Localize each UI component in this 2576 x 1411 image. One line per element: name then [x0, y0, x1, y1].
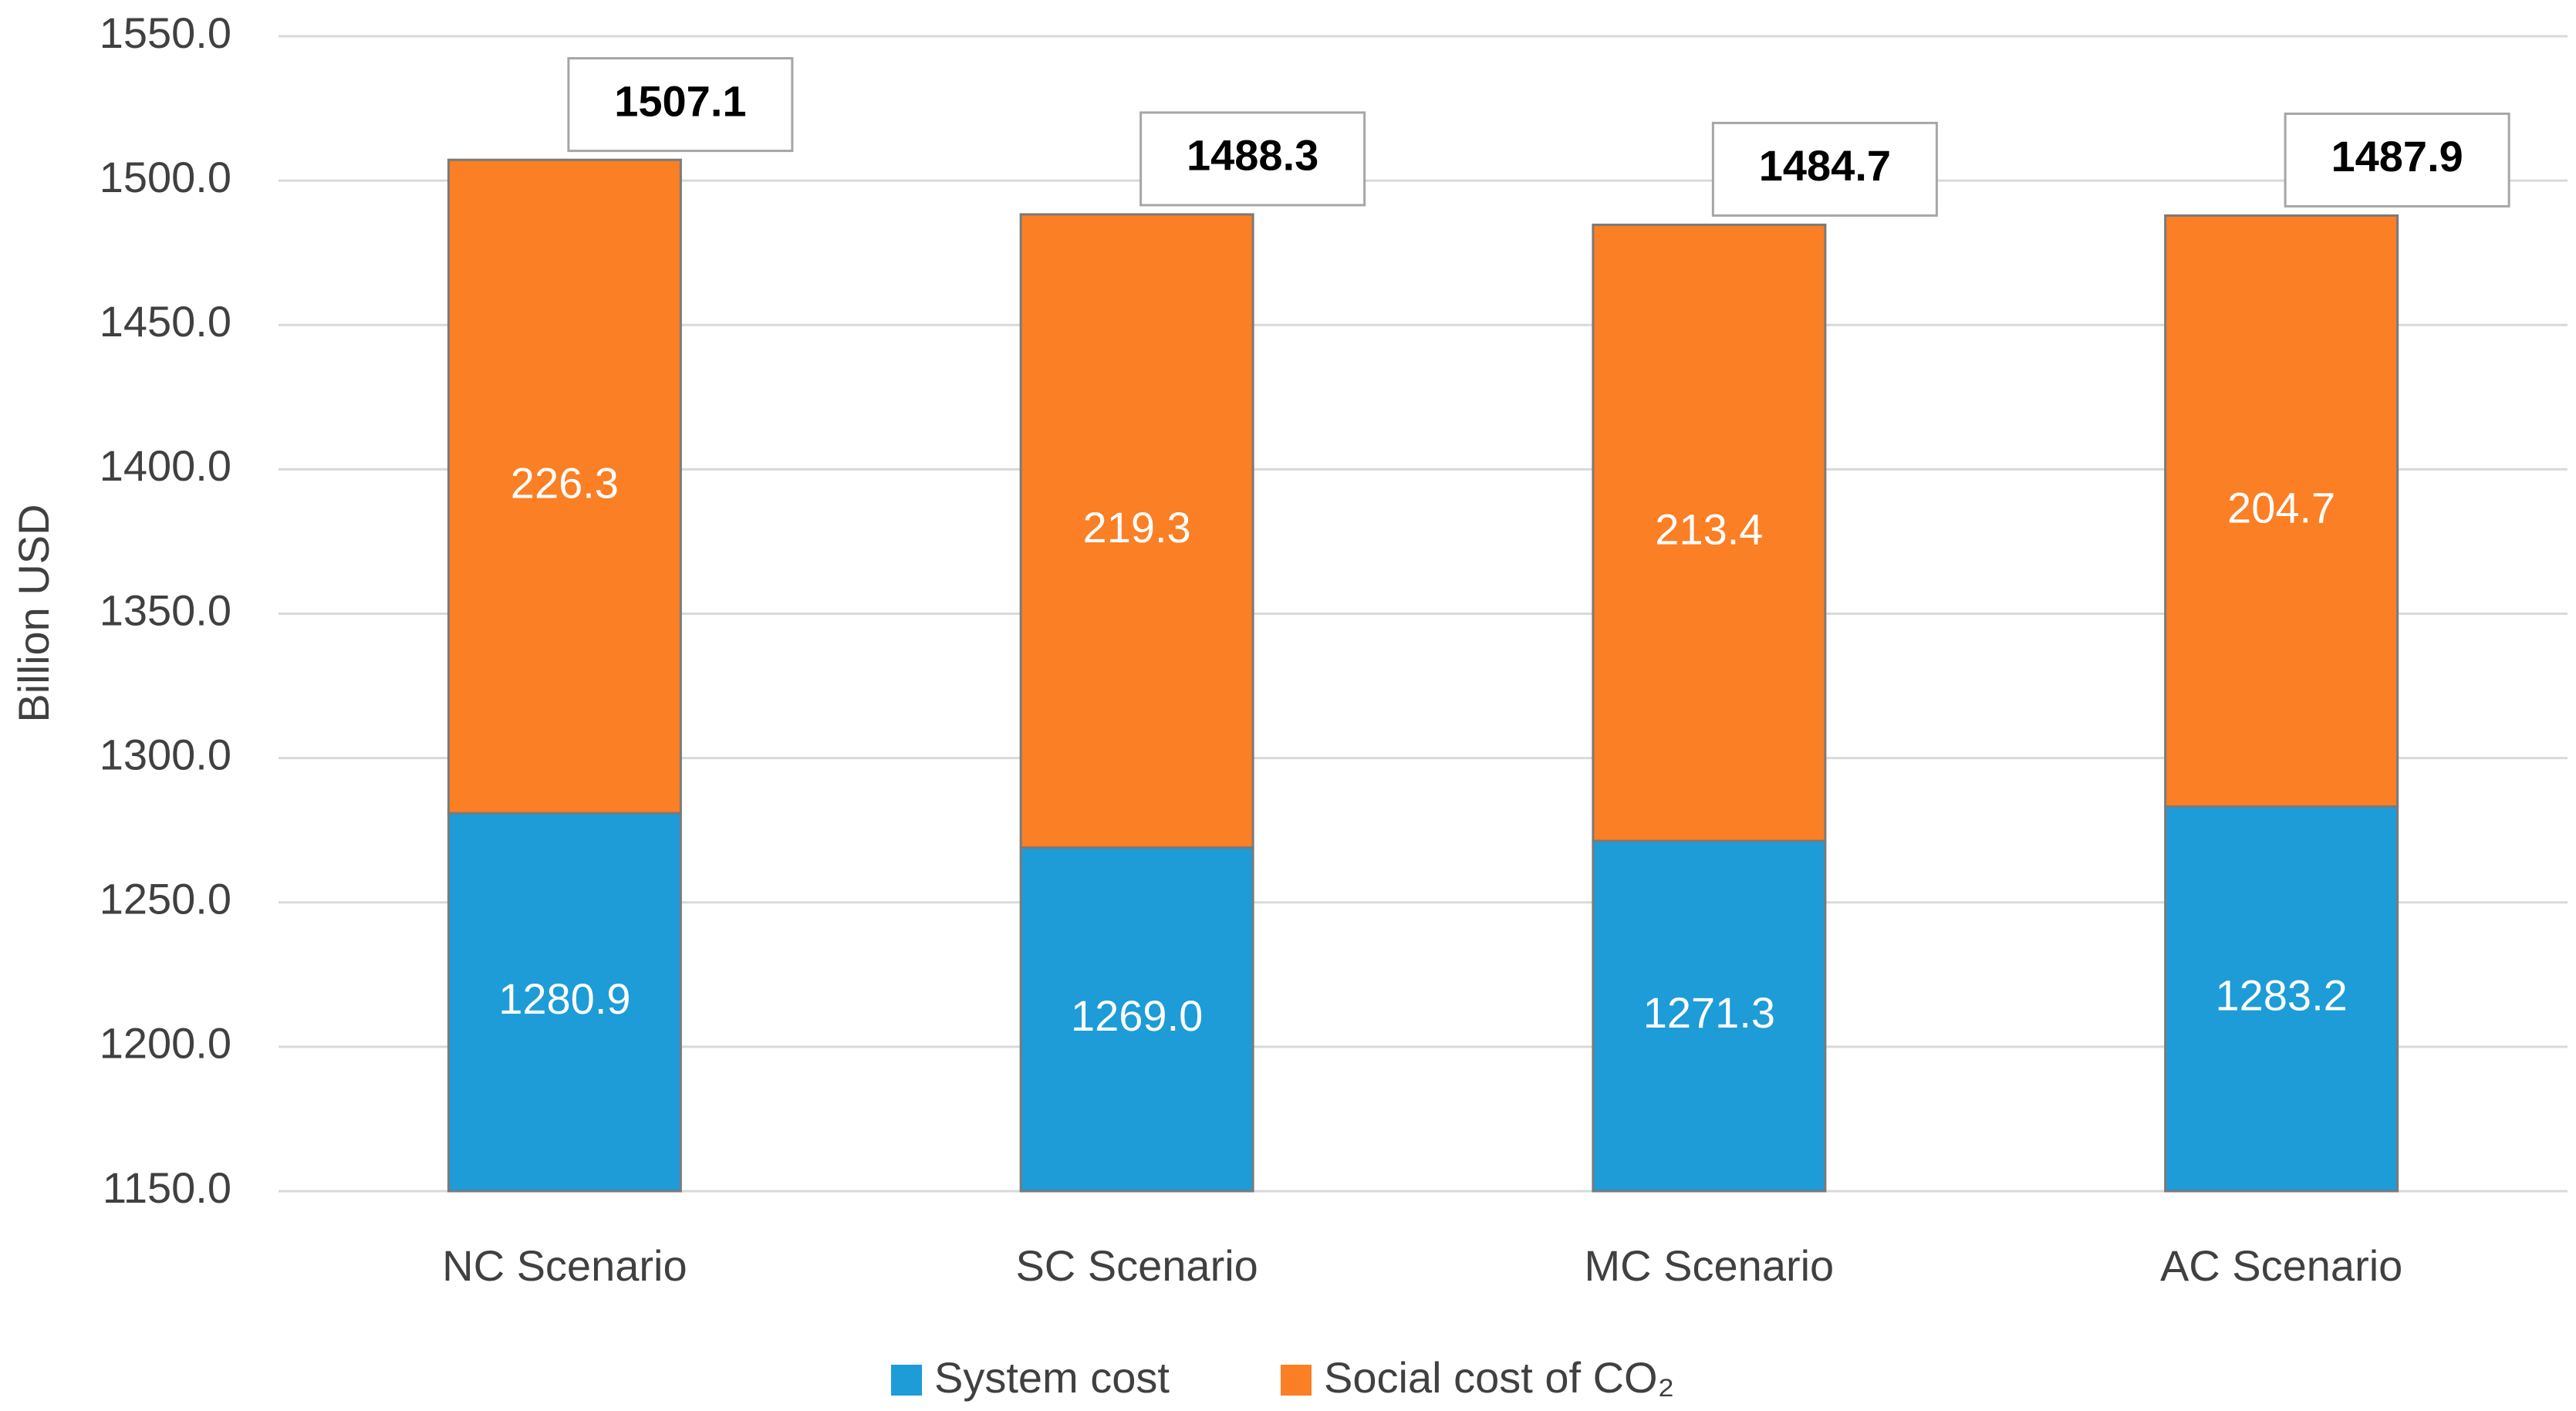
legend-swatch [891, 1365, 922, 1396]
y-tick-label: 1450.0 [100, 297, 231, 346]
total-label: 1507.1 [614, 76, 746, 125]
total-label: 1488.3 [1187, 131, 1318, 180]
y-tick-label: 1400.0 [100, 441, 231, 490]
total-label-box [567, 57, 794, 153]
data-label: 226.3 [511, 458, 619, 507]
bar-segment [1592, 223, 1827, 842]
bar-segment [2164, 805, 2399, 1193]
data-label: 1283.2 [2215, 971, 2347, 1020]
y-axis-label: Billion USD [9, 504, 58, 722]
legend-label: Social cost of CO₂ [1324, 1353, 1674, 1402]
data-label: 1271.3 [1643, 988, 1775, 1037]
data-label: 219.3 [1083, 503, 1191, 552]
data-label: 1269.0 [1071, 991, 1203, 1040]
data-label: 1280.9 [498, 974, 630, 1023]
data-label: 204.7 [2227, 483, 2335, 532]
data-label: 213.4 [1655, 505, 1763, 554]
y-tick-label: 1150.0 [103, 1163, 231, 1212]
bar-segment [447, 158, 682, 815]
x-tick-label: AC Scenario [2160, 1241, 2402, 1290]
y-tick-label: 1250.0 [100, 875, 231, 923]
y-tick-label: 1500.0 [100, 153, 231, 201]
total-label: 1487.9 [2331, 132, 2463, 181]
y-tick-label: 1550.0 [100, 8, 231, 57]
total-label-box [2284, 112, 2510, 208]
bar-segment [1019, 846, 1254, 1193]
legend-swatch [1281, 1365, 1312, 1396]
y-tick-label: 1200.0 [100, 1019, 231, 1068]
bar-segment [1019, 213, 1254, 849]
x-tick-label: MC Scenario [1585, 1241, 1835, 1290]
bar-segment [2164, 214, 2399, 808]
x-tick-label: SC Scenario [1015, 1241, 1258, 1290]
total-label-box [1711, 121, 1938, 217]
x-tick-label: NC Scenario [442, 1241, 687, 1290]
total-label-box [1139, 111, 1366, 207]
bar-segment [447, 812, 682, 1193]
legend-label: System cost [934, 1353, 1170, 1402]
y-tick-label: 1300.0 [100, 730, 231, 778]
y-tick-label: 1350.0 [100, 586, 231, 634]
total-label: 1484.7 [1759, 141, 1891, 190]
